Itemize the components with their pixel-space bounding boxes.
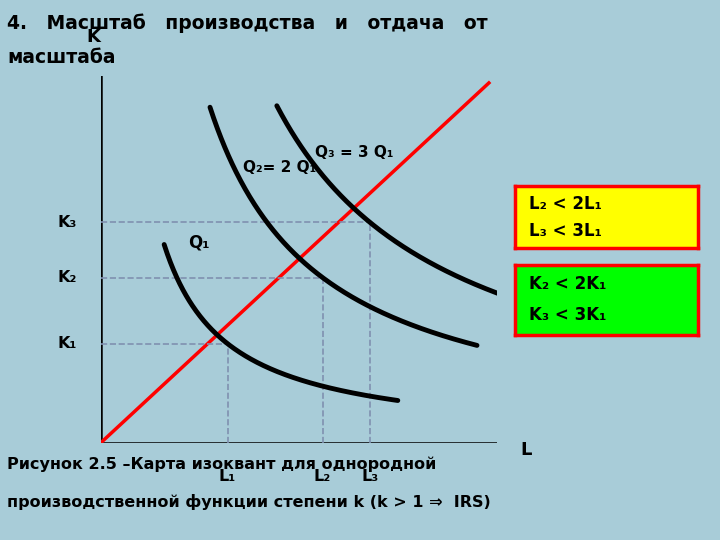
Text: L₃: L₃ [361,469,379,483]
Text: K₂ < 2K₁: K₂ < 2K₁ [529,275,607,293]
Text: L: L [521,441,532,459]
Text: L₂ < 2L₁: L₂ < 2L₁ [529,195,603,213]
Text: Q₃ = 3 Q₁: Q₃ = 3 Q₁ [315,145,393,160]
Text: K₃: K₃ [58,215,77,230]
Text: масштаба: масштаба [7,48,116,66]
Text: 4.   Масштаб   производства   и   отдача   от: 4. Масштаб производства и отдача от [7,14,488,33]
Text: Рисунок 2.5 –Карта изоквант для однородной: Рисунок 2.5 –Карта изоквант для однородн… [7,456,436,472]
Text: L₁: L₁ [219,469,236,483]
Text: Q₁: Q₁ [188,234,210,252]
Text: K₁: K₁ [58,336,77,351]
Text: K₂: K₂ [58,270,77,285]
Text: Q₂= 2 Q₁: Q₂= 2 Q₁ [243,160,317,175]
Text: K₃ < 3K₁: K₃ < 3K₁ [529,306,607,324]
Text: производственной функции степени k (k > 1 ⇒  IRS): производственной функции степени k (k > … [7,494,491,510]
Text: K: K [86,28,100,46]
Text: L₃ < 3L₁: L₃ < 3L₁ [529,222,603,240]
Text: L₂: L₂ [314,469,331,483]
